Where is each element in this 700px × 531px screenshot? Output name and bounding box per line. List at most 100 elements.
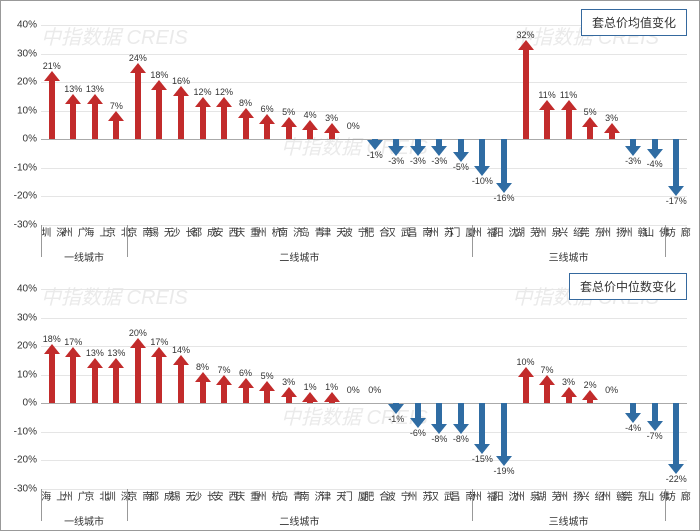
value-label: 0% [368,385,381,395]
arrow-无锡 [151,88,167,139]
panel-top: 套总价均值变化 -30%-20%-10%0%10%20%30%40%21%深圳1… [9,5,691,261]
y-tick-label: -20% [14,191,37,202]
arrow-芜湖 [518,48,534,139]
group-label: 一线城市 [64,249,104,264]
gridline [41,168,687,169]
arrow-福州 [474,403,490,446]
value-label: -4% [647,159,663,169]
value-label: 18% [150,70,168,80]
value-label: 13% [86,84,104,94]
group-separator [665,225,666,257]
arrow-西安 [216,383,232,403]
arrow-沈阳 [496,139,512,185]
value-label: -1% [367,150,383,160]
arrow-扬州 [604,131,620,140]
y-tick-label: -30% [14,484,37,495]
y-tick-label: 20% [17,341,37,352]
group-label: 二线城市 [279,249,319,264]
value-label: 11% [560,90,577,100]
arrow-长沙 [173,94,189,140]
arrow-宁波 [388,403,404,406]
arrow-天津 [324,131,340,140]
value-label: 11% [538,90,555,100]
y-tick-label: -20% [14,455,37,466]
arrow-绍兴 [582,398,598,404]
value-label: 8% [196,362,209,372]
value-label: -3% [388,156,404,166]
value-label: -3% [410,156,426,166]
gridline [41,489,687,490]
arrow-重庆 [238,116,254,139]
value-label: 5% [584,107,597,117]
arrow-天津 [324,400,340,403]
value-label: 1% [325,382,338,392]
value-label: -4% [625,423,641,433]
value-label: 21% [43,61,61,71]
arrow-佛山 [647,403,663,423]
arrow-广州 [65,355,81,404]
arrow-济南 [302,400,318,403]
arrow-北京 [87,366,103,403]
plot-top: -30%-20%-10%0%10%20%30%40%21%深圳13%广州13%上… [41,25,687,225]
value-label: 32% [516,30,534,40]
y-tick-label: -10% [14,426,37,437]
arrow-泉州 [518,375,534,404]
arrow-厦门 [453,139,469,153]
value-label: -19% [493,466,514,476]
value-label: -16% [493,193,514,203]
arrow-上海 [87,102,103,139]
gridline [41,432,687,433]
y-tick-label: -10% [14,162,37,173]
arrow-南昌 [410,139,426,148]
y-tick-label: 10% [17,369,37,380]
panel-bot: 套总价中位数变化 -30%-20%-10%0%10%20%30%40%18%上海… [9,269,691,525]
group-label: 三线城市 [549,249,589,264]
group-label: 一线城市 [64,513,104,528]
value-label: 3% [562,377,575,387]
value-label: 6% [261,104,274,114]
value-label: 12% [193,87,211,97]
arrow-福州 [474,139,490,168]
arrow-成都 [151,355,167,404]
arrow-重庆 [238,386,254,403]
value-label: 0% [347,121,360,131]
value-label: 7% [541,365,554,375]
arrow-沈阳 [496,403,512,457]
value-label: 7% [110,101,123,111]
value-label: 17% [150,337,168,347]
arrow-扬州 [561,395,577,404]
value-label: 2% [584,380,597,390]
arrow-芜湖 [539,383,555,403]
group-separator [472,489,473,521]
arrow-济南 [281,125,297,139]
arrow-东莞 [582,125,598,139]
arrow-上海 [44,352,60,403]
gridline [41,225,687,226]
y-tick-label: 0% [23,398,37,409]
value-label: 4% [304,110,317,120]
arrow-泉州 [539,108,555,139]
value-label: 17% [64,337,82,347]
group-separator [127,225,128,257]
value-label: 10% [516,357,534,367]
value-label: 24% [129,53,147,63]
value-label: 6% [239,368,252,378]
arrow-青岛 [281,395,297,404]
y-tick-label: 30% [17,48,37,59]
value-label: -8% [453,434,469,444]
y-tick-label: 0% [23,134,37,145]
value-label: 13% [107,348,125,358]
value-label: -5% [453,162,469,172]
arrow-西安 [216,105,232,139]
gridline [41,318,687,319]
plot-bot: -30%-20%-10%0%10%20%30%40%18%上海17%广州13%北… [41,289,687,489]
arrow-杭州 [259,122,275,139]
value-label: 20% [129,328,147,338]
arrow-成都 [195,105,211,139]
value-label: -1% [388,414,404,424]
arrow-无锡 [173,363,189,403]
arrow-东莞 [625,403,641,414]
arrow-廊坊 [668,403,684,466]
gridline [41,196,687,197]
arrow-南京 [130,346,146,403]
